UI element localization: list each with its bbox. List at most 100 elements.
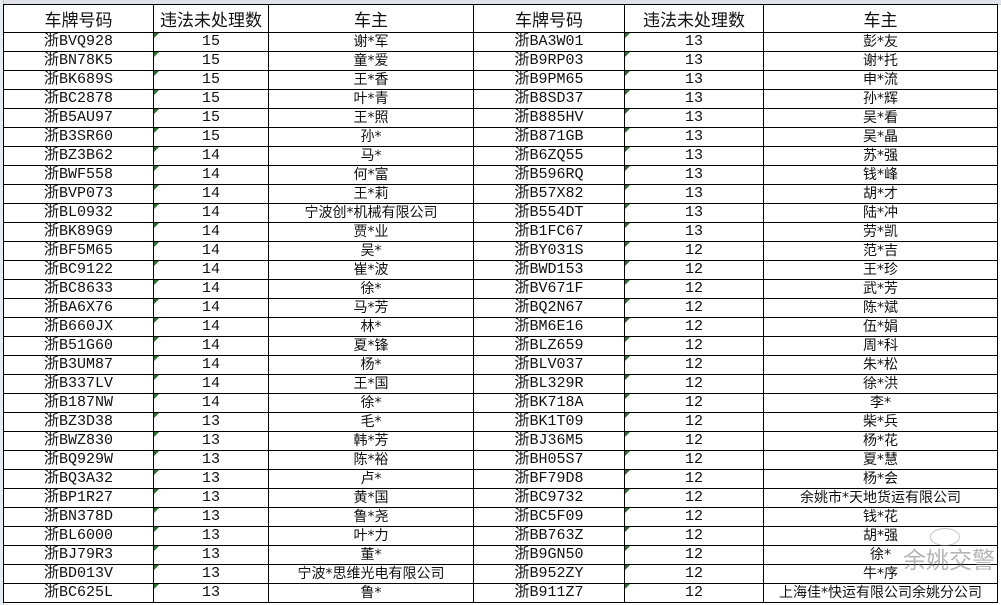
owner-cell[interactable]: 彭*友 [763, 32, 998, 52]
header-plate[interactable]: 车牌号码 [3, 4, 154, 33]
owner-cell[interactable]: 陈*斌 [763, 298, 998, 318]
count-cell[interactable]: 12 [624, 564, 764, 584]
count-cell[interactable]: 14 [153, 146, 269, 166]
owner-cell[interactable]: 韩*芳 [268, 431, 474, 451]
count-cell[interactable]: 14 [153, 222, 269, 242]
count-cell[interactable]: 13 [624, 51, 764, 71]
plate-cell[interactable]: 浙BK89G9 [3, 222, 154, 242]
owner-cell[interactable]: 杨* [268, 355, 474, 375]
owner-cell[interactable]: 钱*峰 [763, 165, 998, 185]
owner-cell[interactable]: 崔*波 [268, 260, 474, 280]
plate-cell[interactable]: 浙B911Z7 [473, 583, 625, 603]
count-cell[interactable]: 13 [153, 583, 269, 603]
count-cell[interactable]: 14 [153, 298, 269, 318]
count-cell[interactable]: 13 [624, 32, 764, 52]
owner-cell[interactable]: 胡*强 [763, 526, 998, 546]
owner-cell[interactable]: 谢*托 [763, 51, 998, 71]
count-cell[interactable]: 13 [624, 222, 764, 242]
plate-cell[interactable]: 浙BA6X76 [3, 298, 154, 318]
count-cell[interactable]: 13 [153, 469, 269, 489]
plate-cell[interactable]: 浙BQ3A32 [3, 469, 154, 489]
owner-cell[interactable]: 范*吉 [763, 241, 998, 261]
count-cell[interactable]: 12 [624, 545, 764, 565]
plate-cell[interactable]: 浙B9PM65 [473, 70, 625, 90]
plate-cell[interactable]: 浙BF5M65 [3, 241, 154, 261]
count-cell[interactable]: 15 [153, 127, 269, 147]
plate-cell[interactable]: 浙BC8633 [3, 279, 154, 299]
owner-cell[interactable]: 李* [763, 393, 998, 413]
count-cell[interactable]: 12 [624, 583, 764, 603]
owner-cell[interactable]: 孙* [268, 127, 474, 147]
owner-cell[interactable]: 武*芳 [763, 279, 998, 299]
header-count[interactable]: 违法未处理数 [624, 4, 764, 33]
plate-cell[interactable]: 浙BV671F [473, 279, 625, 299]
header-plate[interactable]: 车牌号码 [473, 4, 625, 33]
count-cell[interactable]: 13 [624, 165, 764, 185]
owner-cell[interactable]: 吴*看 [763, 108, 998, 128]
count-cell[interactable]: 12 [624, 279, 764, 299]
count-cell[interactable]: 13 [153, 526, 269, 546]
count-cell[interactable]: 14 [153, 317, 269, 337]
plate-cell[interactable]: 浙B9RP03 [473, 51, 625, 71]
plate-cell[interactable]: 浙BVQ928 [3, 32, 154, 52]
owner-cell[interactable]: 上海佳*快运有限公司余姚分公司 [763, 583, 998, 603]
plate-cell[interactable]: 浙BC625L [3, 583, 154, 603]
owner-cell[interactable]: 贾*业 [268, 222, 474, 242]
plate-cell[interactable]: 浙BY031S [473, 241, 625, 261]
plate-cell[interactable]: 浙B187NW [3, 393, 154, 413]
count-cell[interactable]: 13 [624, 70, 764, 90]
owner-cell[interactable]: 柴*兵 [763, 412, 998, 432]
owner-cell[interactable]: 朱*松 [763, 355, 998, 375]
count-cell[interactable]: 12 [624, 317, 764, 337]
count-cell[interactable]: 12 [624, 526, 764, 546]
plate-cell[interactable]: 浙BJ79R3 [3, 545, 154, 565]
owner-cell[interactable]: 余姚市*天地货运有限公司 [763, 488, 998, 508]
count-cell[interactable]: 12 [624, 355, 764, 375]
count-cell[interactable]: 13 [624, 184, 764, 204]
count-cell[interactable]: 14 [153, 184, 269, 204]
count-cell[interactable]: 13 [153, 412, 269, 432]
count-cell[interactable]: 15 [153, 108, 269, 128]
count-cell[interactable]: 15 [153, 32, 269, 52]
owner-cell[interactable]: 王*珍 [763, 260, 998, 280]
owner-cell[interactable]: 牛*序 [763, 564, 998, 584]
owner-cell[interactable]: 王*莉 [268, 184, 474, 204]
plate-cell[interactable]: 浙BA3W01 [473, 32, 625, 52]
owner-cell[interactable]: 鲁* [268, 583, 474, 603]
count-cell[interactable]: 12 [624, 469, 764, 489]
plate-cell[interactable]: 浙BWZ830 [3, 431, 154, 451]
plate-cell[interactable]: 浙BC5F09 [473, 507, 625, 527]
count-cell[interactable]: 14 [153, 374, 269, 394]
plate-cell[interactable]: 浙B1FC67 [473, 222, 625, 242]
count-cell[interactable]: 13 [153, 545, 269, 565]
plate-cell[interactable]: 浙BL0932 [3, 203, 154, 223]
plate-cell[interactable]: 浙BK689S [3, 70, 154, 90]
plate-cell[interactable]: 浙BC2878 [3, 89, 154, 109]
owner-cell[interactable]: 夏*慧 [763, 450, 998, 470]
plate-cell[interactable]: 浙B6ZQ55 [473, 146, 625, 166]
count-cell[interactable]: 14 [153, 260, 269, 280]
count-cell[interactable]: 12 [624, 241, 764, 261]
count-cell[interactable]: 12 [624, 336, 764, 356]
header-owner[interactable]: 车主 [763, 4, 998, 33]
owner-cell[interactable]: 陈*裕 [268, 450, 474, 470]
owner-cell[interactable]: 孙*辉 [763, 89, 998, 109]
plate-cell[interactable]: 浙B3UM87 [3, 355, 154, 375]
owner-cell[interactable]: 杨*会 [763, 469, 998, 489]
owner-cell[interactable]: 卢* [268, 469, 474, 489]
owner-cell[interactable]: 王*国 [268, 374, 474, 394]
count-cell[interactable]: 13 [624, 203, 764, 223]
plate-cell[interactable]: 浙B660JX [3, 317, 154, 337]
owner-cell[interactable]: 谢*军 [268, 32, 474, 52]
plate-cell[interactable]: 浙BJ36M5 [473, 431, 625, 451]
count-cell[interactable]: 13 [153, 507, 269, 527]
owner-cell[interactable]: 苏*强 [763, 146, 998, 166]
plate-cell[interactable]: 浙B554DT [473, 203, 625, 223]
owner-cell[interactable]: 马*芳 [268, 298, 474, 318]
plate-cell[interactable]: 浙B3SR60 [3, 127, 154, 147]
plate-cell[interactable]: 浙B337LV [3, 374, 154, 394]
owner-cell[interactable]: 董* [268, 545, 474, 565]
plate-cell[interactable]: 浙B952ZY [473, 564, 625, 584]
count-cell[interactable]: 14 [153, 203, 269, 223]
count-cell[interactable]: 15 [153, 70, 269, 90]
